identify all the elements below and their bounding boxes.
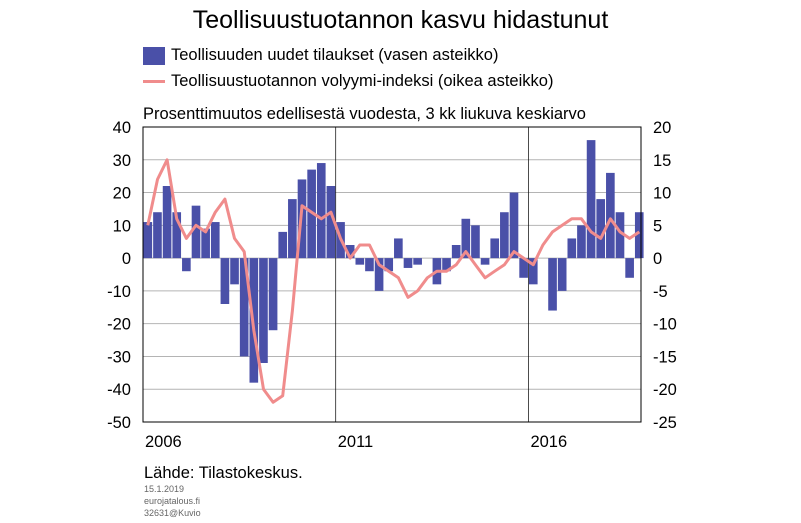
bar-mark xyxy=(606,172,615,259)
legend-item-line: Teollisuustuotannon volyymi-indeksi (oik… xyxy=(143,72,553,91)
x-axis-tick-label: 2011 xyxy=(338,433,373,451)
bar-mark xyxy=(201,228,210,259)
bar-mark xyxy=(153,212,162,259)
legend-label-line: Teollisuustuotannon volyymi-indeksi (oik… xyxy=(171,72,554,90)
x-axis-tick-label: 2006 xyxy=(145,433,182,451)
publish-date: 15.1.2019 xyxy=(144,484,185,494)
right-axis-tick-label: 5 xyxy=(653,217,662,235)
bar-mark xyxy=(442,258,451,272)
right-axis-tick-label: -10 xyxy=(653,316,677,334)
bar-mark xyxy=(509,192,519,259)
bar-mark xyxy=(557,258,567,291)
bar-mark xyxy=(365,258,374,272)
bar-mark xyxy=(143,222,153,259)
bar-mark xyxy=(528,258,538,285)
right-axis-tick-label: 0 xyxy=(653,250,662,268)
bar-mark xyxy=(172,212,182,259)
left-axis-tick-label: -40 xyxy=(107,381,131,399)
bar-mark xyxy=(625,258,634,278)
bar-mark xyxy=(490,238,500,259)
left-axis-tick-label: 30 xyxy=(113,152,131,170)
bar-mark xyxy=(316,163,326,259)
bar-mark xyxy=(394,238,403,259)
bar-mark xyxy=(182,258,191,272)
bar-mark xyxy=(634,212,644,259)
legend-swatch-line xyxy=(143,80,165,83)
bar-mark xyxy=(268,258,278,331)
right-axis-tick-label: -5 xyxy=(653,283,668,301)
bar-mark xyxy=(239,258,249,357)
plot-frame xyxy=(142,126,642,423)
left-axis-tick-label: 0 xyxy=(122,250,131,268)
legend-swatch-bars xyxy=(143,46,165,65)
bar-mark xyxy=(413,258,422,265)
bar-mark xyxy=(191,205,201,259)
site-name: eurojatalous.fi xyxy=(144,496,201,506)
x-axis-tick-label: 2016 xyxy=(530,433,567,451)
bar-mark xyxy=(548,258,557,311)
legend-label-bars: Teollisuuden uudet tilaukset (vasen aste… xyxy=(171,46,499,64)
right-axis-tick-label: 10 xyxy=(653,185,671,203)
bar-mark xyxy=(451,245,461,259)
bar-mark xyxy=(567,238,577,259)
bar-mark xyxy=(326,186,336,259)
bar-mark xyxy=(278,231,288,259)
left-axis-tick-label: -30 xyxy=(107,348,131,366)
bar-mark xyxy=(577,225,586,259)
bar-mark xyxy=(615,212,625,259)
bar-mark xyxy=(230,258,239,285)
bar-mark xyxy=(461,218,471,259)
left-axis-tick-label: -10 xyxy=(107,283,131,301)
bar-mark xyxy=(345,245,355,259)
source-note: Lähde: Tilastokeskus. xyxy=(144,464,303,482)
legend-item-bars: Teollisuuden uudet tilaukset (vasen aste… xyxy=(143,46,498,65)
bar-mark xyxy=(210,222,220,259)
left-axis-tick-label: 10 xyxy=(113,217,131,235)
bar-mark xyxy=(288,199,297,259)
bar-mark xyxy=(403,258,413,268)
right-axis-tick-label: 20 xyxy=(653,119,671,137)
left-axis-tick-label: -20 xyxy=(107,316,131,334)
bar-mark xyxy=(500,212,509,259)
right-axis-tick-label: 15 xyxy=(653,152,671,170)
left-axis-tick-label: 20 xyxy=(113,185,131,203)
bar-mark xyxy=(374,258,384,291)
bar-mark xyxy=(586,140,596,259)
bar-mark xyxy=(519,258,528,278)
bar-mark xyxy=(162,186,172,259)
chart-title: Teollisuustuotannon kasvu hidastunut xyxy=(192,6,609,34)
bar-mark xyxy=(596,199,606,259)
bar-mark xyxy=(384,258,394,272)
right-axis-tick-label: -20 xyxy=(653,381,677,399)
line-series-volume-index xyxy=(146,158,641,404)
bar-mark xyxy=(480,258,490,265)
figure-code: 32631@Kuvio xyxy=(144,508,201,518)
bar-mark xyxy=(220,258,230,304)
bar-mark xyxy=(355,258,365,265)
left-axis-tick-label: 40 xyxy=(113,119,131,137)
right-axis-tick-label: -25 xyxy=(653,414,677,432)
chart-subtitle: Prosenttimuutos edellisestä vuodesta, 3 … xyxy=(143,105,586,123)
bar-mark xyxy=(471,225,480,259)
left-axis-tick-label: -50 xyxy=(107,414,131,432)
right-axis-tick-label: -15 xyxy=(653,348,677,366)
bar-mark xyxy=(259,258,268,363)
